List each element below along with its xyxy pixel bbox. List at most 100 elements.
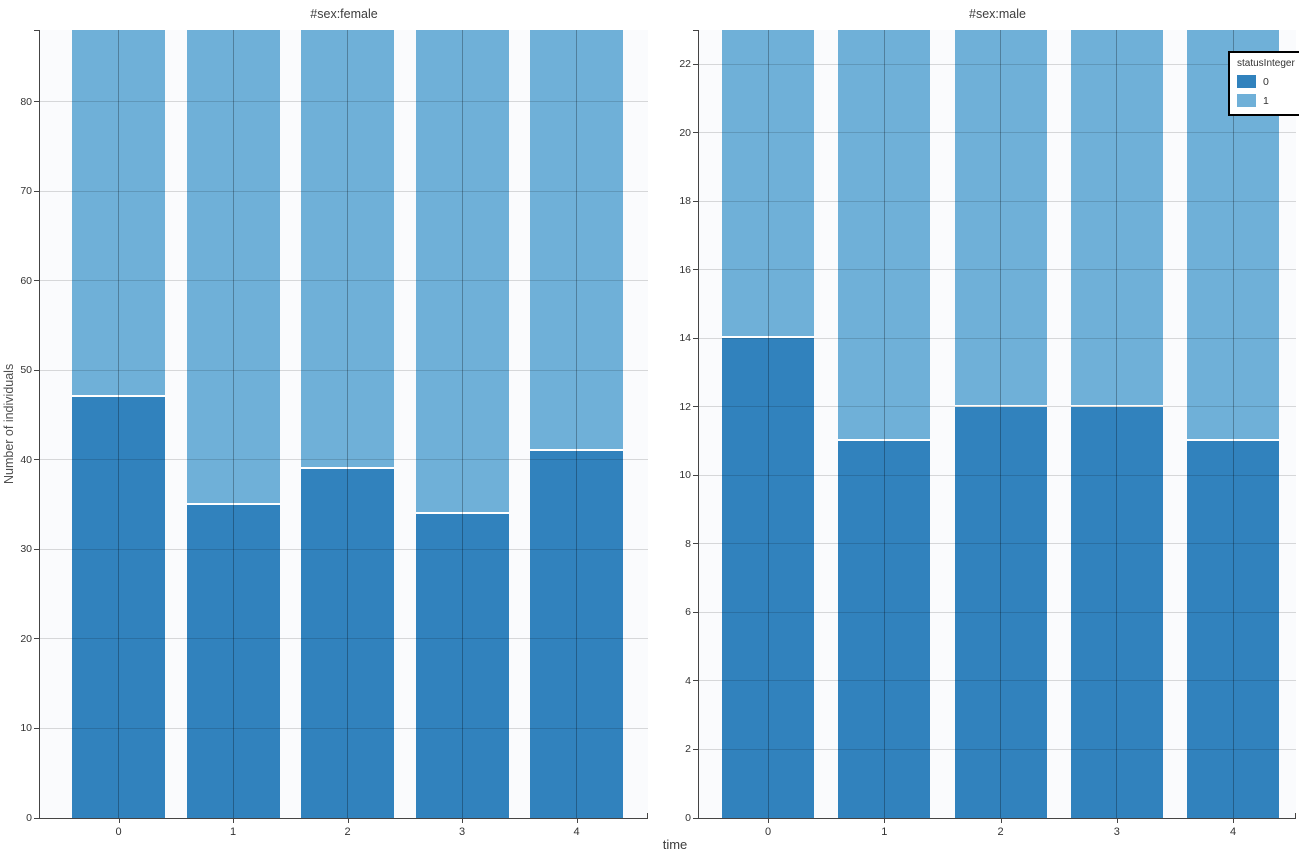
legend-label-series1: 1 <box>1263 94 1269 107</box>
y-axis-tick <box>693 132 699 134</box>
y-axis-tick-label: 40 <box>20 453 32 466</box>
x-axis-tick-label: 3 <box>1113 826 1120 838</box>
y-axis-tick-label: 70 <box>20 185 32 198</box>
y-axis-tick <box>34 459 40 461</box>
y-axis-tick-label: 50 <box>20 364 32 377</box>
y-axis-tick <box>693 474 699 476</box>
y-axis-tick <box>693 680 699 682</box>
x-axis-tick <box>1000 818 1002 823</box>
bar-segment-series1 <box>530 30 623 451</box>
x-axis-tick <box>462 818 463 823</box>
y-gridline <box>699 543 1296 545</box>
y-gridline <box>40 280 648 282</box>
bar-segment-series1 <box>954 30 1047 407</box>
y-axis-tick-label: 60 <box>20 274 32 287</box>
plot-area-female <box>40 30 648 818</box>
x-axis-tick-label: 1 <box>229 826 237 838</box>
y-axis-tick-label: 18 <box>679 195 691 208</box>
y-axis-tick-label: 4 <box>685 674 691 687</box>
y-axis-tick-label: 14 <box>679 332 691 345</box>
y-axis-tick <box>693 337 699 339</box>
category-gridline <box>576 30 577 818</box>
y-axis-tick <box>693 817 699 819</box>
y-gridline <box>40 459 648 461</box>
y-axis-tick <box>693 63 699 65</box>
category-gridline <box>461 30 463 818</box>
x-axis-tick <box>884 818 886 823</box>
y-gridline <box>40 369 648 371</box>
y-axis-line <box>698 30 699 819</box>
y-gridline <box>40 727 648 729</box>
category-gridline <box>767 30 769 818</box>
bar-segment-series1 <box>722 30 814 339</box>
x-axis-tick-label: 4 <box>1229 826 1237 838</box>
bar-segment-series0 <box>954 406 1047 818</box>
y-axis-tick-label: 2 <box>685 743 691 756</box>
y-gridline <box>699 269 1296 271</box>
legend-item-0: 0 <box>1237 75 1295 88</box>
x-axis-tick-label: 0 <box>764 826 772 838</box>
legend-item-1: 1 <box>1237 94 1295 107</box>
y-gridline <box>699 611 1296 613</box>
category-gridline <box>1000 30 1001 818</box>
y-gridline <box>699 748 1296 750</box>
bar-segment-series0 <box>1187 441 1279 818</box>
y-gridline <box>40 190 648 192</box>
y-gridline <box>40 101 648 103</box>
category-gridline <box>883 30 885 818</box>
chart-title-male: #sex:male <box>969 7 1026 21</box>
bar-segment-series0 <box>72 397 165 818</box>
y-axis-top-tick <box>34 29 40 31</box>
y-axis-tick <box>34 727 40 729</box>
x-axis-tick-label: 4 <box>573 826 580 838</box>
y-gridline <box>699 200 1296 202</box>
y-axis-tick <box>34 817 40 819</box>
y-axis-tick <box>34 548 40 550</box>
category-gridline <box>232 30 234 818</box>
y-axis-tick-label: 10 <box>20 722 32 735</box>
x-axis-tick <box>118 818 120 823</box>
x-axis-endcap <box>1295 813 1296 818</box>
y-axis-tick <box>693 748 699 750</box>
y-axis-tick <box>34 280 40 282</box>
x-axis-tick <box>233 818 234 823</box>
x-axis-line <box>40 818 648 819</box>
y-axis-tick <box>693 200 699 202</box>
y-axis-tick-label: 30 <box>20 543 32 556</box>
x-axis-tick-label: 0 <box>115 826 122 838</box>
y-axis-tick <box>693 406 699 408</box>
x-axis-tick <box>768 818 769 823</box>
y-gridline <box>699 63 1296 65</box>
y-axis-tick-label: 6 <box>685 606 691 619</box>
legend-title: statusInteger <box>1237 58 1295 69</box>
y-axis-tick-label: 10 <box>679 469 691 482</box>
y-gridline <box>699 337 1296 339</box>
y-axis-title: Number of individuals <box>2 363 16 485</box>
y-axis-tick <box>693 611 699 613</box>
y-axis-tick <box>693 269 699 271</box>
y-axis-tick-label: 20 <box>20 632 32 645</box>
y-gridline <box>699 680 1296 682</box>
x-axis-tick-label: 3 <box>458 826 466 838</box>
category-gridline <box>347 30 348 818</box>
bar-segment-series0 <box>838 441 931 818</box>
plot-area-male <box>699 30 1296 818</box>
bar-segment-series0 <box>186 504 280 818</box>
y-axis-tick <box>34 638 40 640</box>
y-axis-tick-label: 16 <box>679 263 691 276</box>
y-axis-tick <box>34 369 40 371</box>
bar-segment-series1 <box>301 30 394 469</box>
legend-swatch-series0 <box>1237 75 1256 88</box>
x-axis-tick-label: 2 <box>997 826 1004 838</box>
category-gridline <box>118 30 119 818</box>
x-axis-tick-label: 1 <box>881 826 888 838</box>
y-axis-tick-label: 22 <box>679 58 691 71</box>
legend-label-series0: 0 <box>1263 75 1269 88</box>
bar-segment-series1 <box>186 30 280 505</box>
category-gridline <box>1116 30 1118 818</box>
y-axis-tick-label: 8 <box>685 537 691 550</box>
bar-segment-series0 <box>1070 406 1163 818</box>
y-gridline <box>40 548 648 550</box>
bar-segment-series0 <box>530 450 623 818</box>
